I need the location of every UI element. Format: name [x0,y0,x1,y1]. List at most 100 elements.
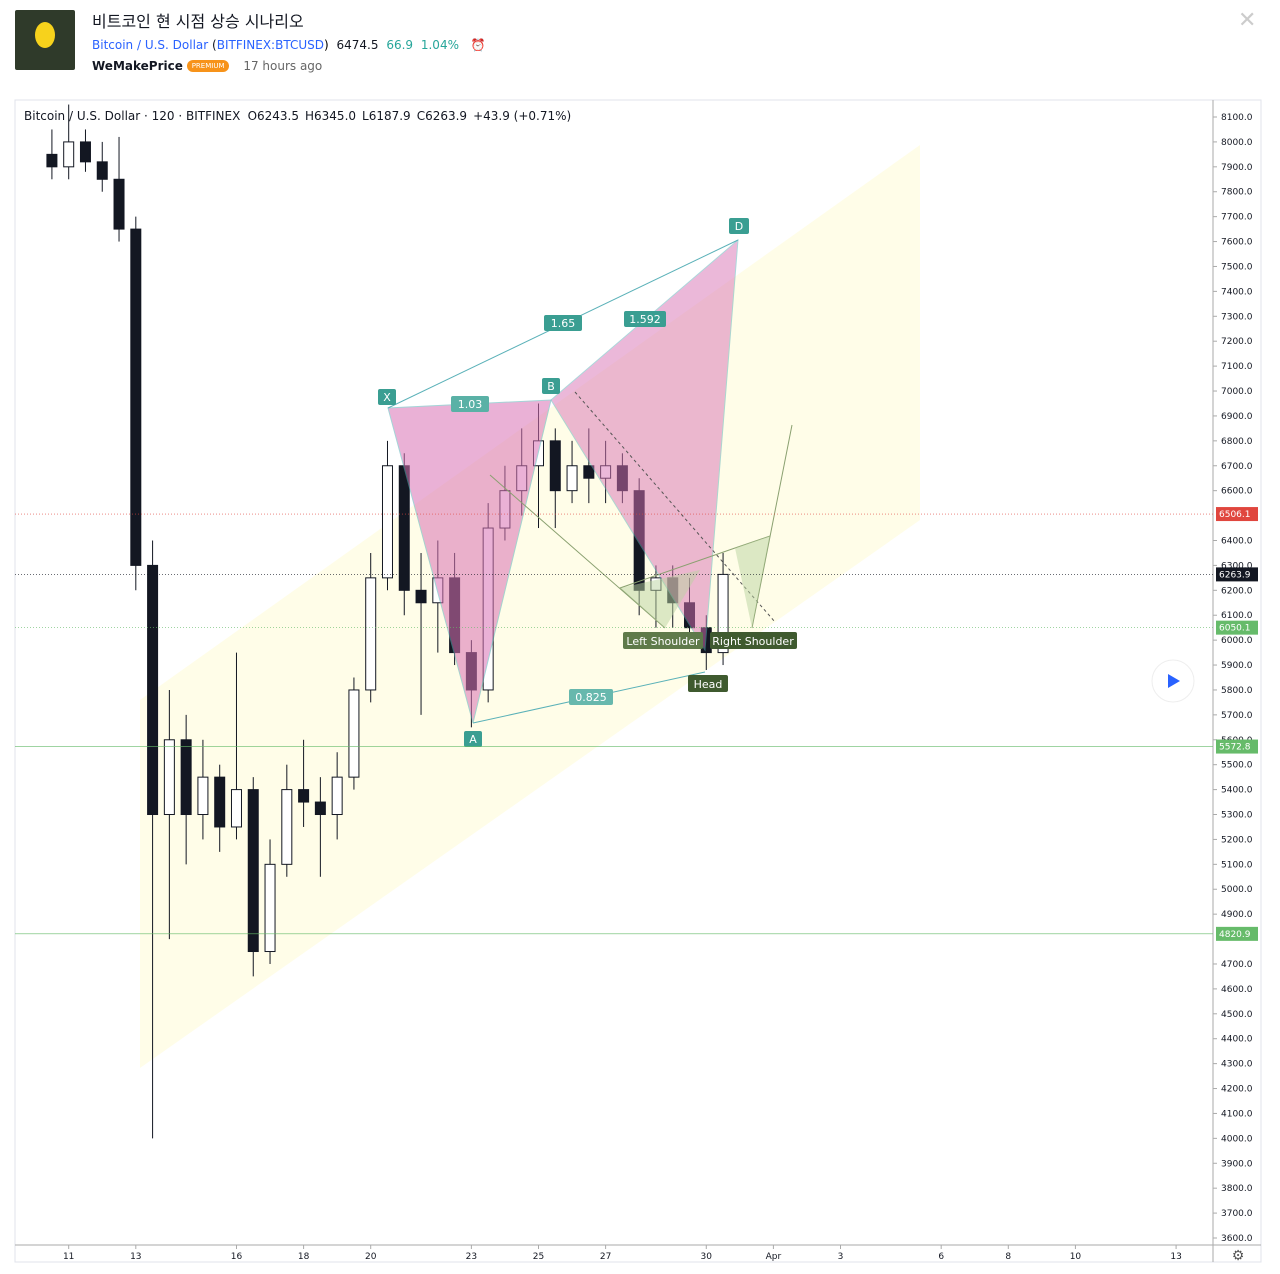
x-tick-label: 13 [1170,1252,1181,1262]
play-button[interactable] [1151,659,1195,703]
symbol-line: Bitcoin / U.S. Dollar (BITFINEX:BTCUSD) … [92,38,486,52]
y-tick-label: 7600.0 [1221,238,1253,248]
legend-low: L6187.9 [362,109,411,123]
x-tick-label: 18 [298,1252,310,1262]
left-shoulder [620,570,700,628]
x-tick-label: 11 [63,1252,74,1262]
avatar[interactable] [15,10,75,70]
candle-body [46,153,58,168]
right-shoulder [735,536,770,628]
y-tick-label: 7200.0 [1221,337,1253,347]
y-tick-label: 6600.0 [1221,487,1253,497]
legend: Bitcoin / U.S. Dollar · 120 · BITFINEX O6… [24,109,571,123]
candle-body [298,789,310,803]
y-tick-label: 5700.0 [1221,711,1253,721]
y-tick-label: 3600.0 [1221,1234,1253,1244]
x-tick-label: 10 [1070,1252,1082,1262]
y-tick-label: 4700.0 [1221,960,1253,970]
price-tag-label: 6263.9 [1219,570,1251,580]
candle-body [381,465,393,579]
x-tick-label: 30 [701,1252,713,1262]
idea-title: 비트코인 현 시점 상승 시나리오 [92,12,304,31]
candle-body [163,739,175,816]
x-tick-label: 23 [466,1252,477,1262]
close-button[interactable]: ✕ [1238,8,1257,33]
y-tick-label: 4500.0 [1221,1010,1253,1020]
chart-frame [14,99,1262,1263]
price-tag-label: 5572.8 [1219,743,1251,753]
price: 6474.5 [336,38,379,52]
y-tick-label: 4200.0 [1221,1085,1253,1095]
candle-body [365,577,377,691]
symbol[interactable]: Bitcoin / U.S. Dollar [92,38,209,52]
y-tick-label: 4300.0 [1221,1060,1253,1070]
y-tick-label: 6300.0 [1221,561,1253,571]
y-tick-label: 6000.0 [1221,636,1253,646]
ratio-label: 0.825 [575,691,607,704]
settings-icon[interactable]: ⚙ [1232,1248,1245,1264]
y-tick-label: 7900.0 [1221,163,1253,173]
y-tick-label: 7700.0 [1221,213,1253,223]
y-tick-label: 7000.0 [1221,387,1253,397]
ratio-label: 1.65 [551,317,576,330]
y-tick-label: 4000.0 [1221,1134,1253,1144]
y-tick-label: 5100.0 [1221,860,1253,870]
candle-body [264,863,276,953]
candle-body [130,228,142,566]
y-tick-label: 5800.0 [1221,686,1253,696]
y-tick-label: 7800.0 [1221,188,1253,198]
candle-body [415,589,427,604]
y-tick-label: 6200.0 [1221,586,1253,596]
pattern-label: Right Shoulder [712,635,794,648]
x-tick-label: 25 [533,1252,544,1262]
avatar-bird [35,22,55,48]
author[interactable]: WeMakePrice [92,59,183,73]
ratio-label: 1.03 [458,398,483,411]
candle-body [147,564,159,816]
candle-body [566,465,578,492]
candle-body [331,776,343,816]
legend-open: O6243.5 [248,109,299,123]
candle-body [314,801,326,816]
point-label: A [469,733,477,746]
y-tick-label: 7400.0 [1221,287,1253,297]
point-label: D [735,220,743,233]
pattern-label: Left Shoulder [626,635,700,648]
pattern-labels: X A B D 1.65 1.592 1.03 0.825 Left Shoul… [378,218,797,747]
paren: ( [212,38,217,52]
y-tick-label: 6800.0 [1221,437,1253,447]
y-tick-label: 6400.0 [1221,536,1253,546]
x-tick-label: 6 [938,1252,944,1262]
price-tag [1216,507,1258,522]
candle-body [281,789,293,865]
y-tick-label: 4100.0 [1221,1109,1253,1119]
x-tick-label: 8 [1005,1252,1011,1262]
candle-body [79,141,91,163]
y-tick-label: 6900.0 [1221,412,1253,422]
y-tick-label: 6100.0 [1221,611,1253,621]
candle-body [96,161,108,180]
candle-body [348,689,360,778]
exchange[interactable]: BITFINEX:BTCUSD [216,38,324,52]
ratio-label: 1.592 [629,313,661,326]
x-tick-label: 20 [365,1252,377,1262]
y-tick-label: 5900.0 [1221,661,1253,671]
harmonic-pattern [387,238,793,724]
price-tag [1216,926,1258,941]
y-tick-label: 5000.0 [1221,885,1253,895]
legend-high: H6345.0 [305,109,356,123]
alert-icon[interactable]: ⏰ [470,38,486,52]
candle-body [214,776,226,828]
legend-name: Bitcoin / U.S. Dollar · 120 · BITFINEX [24,109,240,123]
candle-body [197,776,209,816]
y-tick-label: 5300.0 [1221,811,1253,821]
price-tag [1216,567,1258,582]
legend-change: +43.9 (+0.71%) [473,109,571,123]
y-tick-label: 6700.0 [1221,462,1253,472]
pattern-label: Head [694,678,723,691]
y-tick-label: 3800.0 [1221,1184,1253,1194]
y-tick-label: 5400.0 [1221,786,1253,796]
y-tick-label: 3900.0 [1221,1159,1253,1169]
